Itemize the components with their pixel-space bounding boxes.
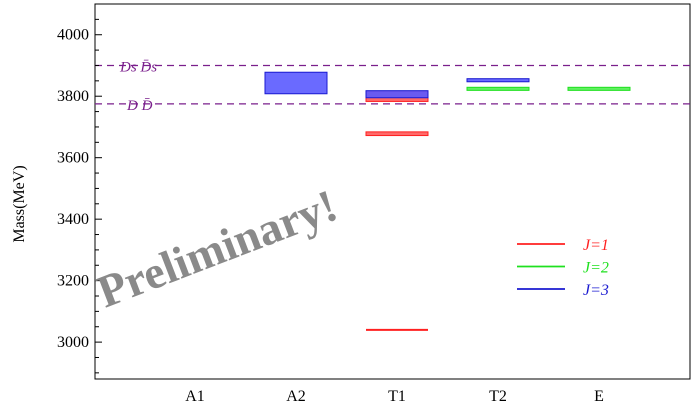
- level-box: [365, 90, 429, 99]
- threshold-label: D D̄: [126, 98, 153, 114]
- threshold-label-text: Ds D̄s: [119, 59, 157, 75]
- watermark-text: Preliminary!: [90, 179, 344, 317]
- y-tick-label: 3000: [57, 334, 89, 351]
- x-tick-label: E: [594, 388, 604, 405]
- x-tick-label: T2: [489, 388, 507, 405]
- energy-levels: [264, 71, 631, 331]
- plot-border: [94, 3, 691, 380]
- threshold-lines: Ds D̄s D D̄: [95, 59, 691, 114]
- y-tick-label: 4000: [57, 27, 89, 44]
- legend: J=1 J=2 J=3: [517, 237, 609, 299]
- level-box: [264, 71, 328, 95]
- x-tick-label: T1: [388, 388, 406, 405]
- y-tick-label: 3600: [57, 150, 89, 167]
- legend-label: J=3: [583, 282, 609, 299]
- level-box: [365, 131, 429, 137]
- x-tick-label: A1: [185, 388, 205, 405]
- level-box: [567, 86, 631, 91]
- threshold-label-text: D D̄: [126, 98, 153, 114]
- level-box: [466, 78, 530, 83]
- y-axis: 3000 3200 3400 3600 3800 4000: [57, 3, 102, 374]
- y-tick-label: 3400: [57, 211, 89, 228]
- y-tick-label: 3200: [57, 273, 89, 290]
- legend-label: J=1: [583, 237, 609, 254]
- x-axis: A1 A2 T1 T2 E: [185, 388, 604, 405]
- plot-frame: [94, 3, 691, 380]
- y-tick-label: 3800: [57, 88, 89, 105]
- y-axis-title: Mass(MeV): [11, 165, 28, 242]
- threshold-label: Ds D̄s: [119, 59, 157, 75]
- legend-label: J=2: [583, 260, 609, 277]
- level-box: [466, 86, 530, 91]
- x-tick-label: A2: [286, 388, 306, 405]
